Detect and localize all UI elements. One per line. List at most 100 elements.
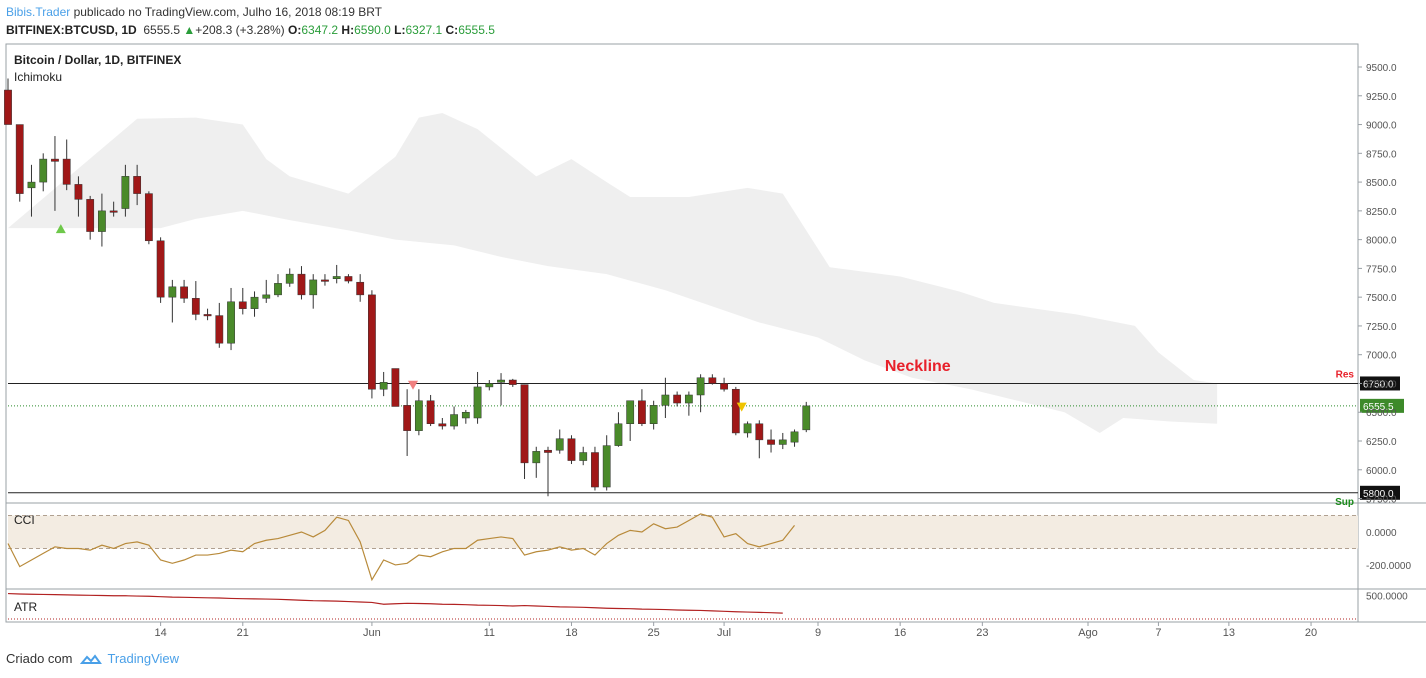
- time-tick-label: 21: [237, 627, 249, 639]
- candle-body: [673, 394, 682, 404]
- candle-body: [802, 405, 811, 431]
- publish-info: Bibis.Trader publicado no TradingView.co…: [6, 4, 382, 20]
- candle-body: [297, 273, 306, 296]
- close-value: 6555.5: [458, 23, 495, 37]
- price-tick-label: 8000.0: [1366, 236, 1397, 247]
- candle-body: [508, 379, 517, 385]
- candle-body: [227, 301, 235, 344]
- price-tick-label: 8500.0: [1366, 178, 1397, 189]
- level-price-box: [1360, 485, 1400, 500]
- candle-body: [391, 368, 400, 407]
- candle-body: [332, 276, 341, 280]
- buy-signal-icon: [55, 224, 66, 234]
- candle-body: [51, 158, 59, 162]
- tradingview-logo[interactable]: TradingView: [80, 651, 179, 666]
- time-tick-label: 23: [976, 627, 988, 639]
- open-label: O:: [288, 23, 302, 37]
- candle-body: [567, 438, 576, 461]
- cci-label: CCI: [14, 513, 35, 527]
- level-tag-sup: Sup: [1335, 497, 1354, 508]
- change: +208.3 (+3.28%): [195, 23, 285, 37]
- sell-signal-icon: [408, 380, 418, 390]
- price-tick-label: 8750.0: [1366, 149, 1397, 160]
- candle-body: [321, 279, 329, 282]
- candle-body: [485, 383, 494, 388]
- tradingview-brand: TradingView: [107, 651, 180, 666]
- candle-body: [74, 184, 83, 200]
- level-price-label: 5800.0: [1363, 489, 1394, 500]
- time-tick-label: 11: [484, 627, 495, 639]
- time-tick-label: Jun: [363, 627, 381, 639]
- candle-body: [579, 452, 588, 461]
- time-tick-label: 16: [894, 627, 906, 639]
- candle-body: [133, 176, 142, 194]
- price-tick-label: 8250.0: [1366, 207, 1397, 218]
- candle-body: [767, 439, 775, 445]
- candle-body: [731, 388, 740, 434]
- candle-body: [368, 294, 376, 390]
- low-value: 6327.1: [405, 23, 443, 37]
- candle-body: [191, 298, 200, 315]
- candle-body: [426, 400, 435, 424]
- time-tick-label: 13: [1223, 627, 1235, 639]
- price-tick-label: 7250.0: [1366, 322, 1397, 333]
- candle-body: [86, 199, 95, 232]
- cci-band: [8, 515, 1358, 549]
- candle-body: [238, 301, 247, 309]
- candle-body: [4, 89, 12, 125]
- level-tag-res: Res: [1336, 369, 1355, 380]
- cci-tick-label: 0.0000: [1366, 528, 1397, 539]
- candle-body: [743, 423, 752, 434]
- low-label: L:: [394, 23, 406, 37]
- price-tick-label: 6500.0: [1366, 408, 1397, 419]
- time-tick-label: 20: [1305, 627, 1317, 639]
- candle-body: [356, 281, 365, 296]
- high-label: H:: [341, 23, 355, 37]
- candle-body: [591, 452, 599, 488]
- candle-body: [250, 296, 259, 309]
- price-tick-label: 9500.0: [1366, 63, 1397, 74]
- time-tick-label: Ago: [1078, 627, 1098, 639]
- candle-body: [614, 423, 623, 446]
- price-tick-label: 6250.0: [1366, 437, 1397, 448]
- open-value: 6347.2: [301, 23, 339, 37]
- time-tick-label: 25: [648, 627, 660, 639]
- candle-body: [790, 431, 799, 443]
- time-tick-label: 14: [154, 627, 166, 639]
- candle-body: [696, 377, 705, 396]
- candle-body: [98, 210, 106, 232]
- chart-container[interactable]: Res 6750.0 Sup 5800.0 6555.5 0.0000 -200.0000…: [0, 40, 1426, 642]
- indicator-label: Ichimoku: [14, 70, 62, 84]
- candle-body: [755, 423, 764, 441]
- candle-body: [203, 314, 212, 317]
- atr-label: ATR: [14, 600, 37, 614]
- candle-body: [168, 286, 177, 298]
- chart-svg[interactable]: Res 6750.0 Sup 5800.0 6555.5 0.0000 -200.0000…: [0, 40, 1426, 642]
- candle-body: [27, 181, 36, 189]
- candle-body: [285, 273, 294, 284]
- price-tick-label: 6000.0: [1366, 466, 1397, 477]
- candle-body: [544, 449, 552, 453]
- time-tick-label: Jul: [717, 627, 731, 639]
- high-value: 6590.0: [354, 23, 391, 37]
- level-price-box: [1360, 376, 1400, 391]
- time-tick-label: 9: [815, 627, 821, 639]
- level-price-label: 6750.0: [1363, 379, 1394, 390]
- neckline-label: Neckline: [885, 358, 951, 375]
- candle-body: [309, 279, 318, 296]
- candle-body: [461, 411, 470, 419]
- price-tick-label: 9000.0: [1366, 121, 1397, 132]
- candle-body: [450, 414, 458, 427]
- up-arrow-icon: ▲: [183, 23, 196, 37]
- candle-body: [403, 405, 412, 431]
- candle-body: [39, 158, 48, 183]
- ichimoku-cloud: [8, 113, 1218, 433]
- current-price-box: [1360, 398, 1404, 413]
- price-tick-label: 5750.0: [1366, 495, 1397, 506]
- published-text: publicado no TradingView.com, Julho 16, …: [70, 5, 383, 19]
- candle-body: [602, 445, 611, 488]
- author-link[interactable]: Bibis.Trader: [6, 5, 71, 19]
- candle-body: [720, 383, 728, 390]
- candle-body: [274, 283, 282, 296]
- price-tick-label: 7000.0: [1366, 351, 1397, 362]
